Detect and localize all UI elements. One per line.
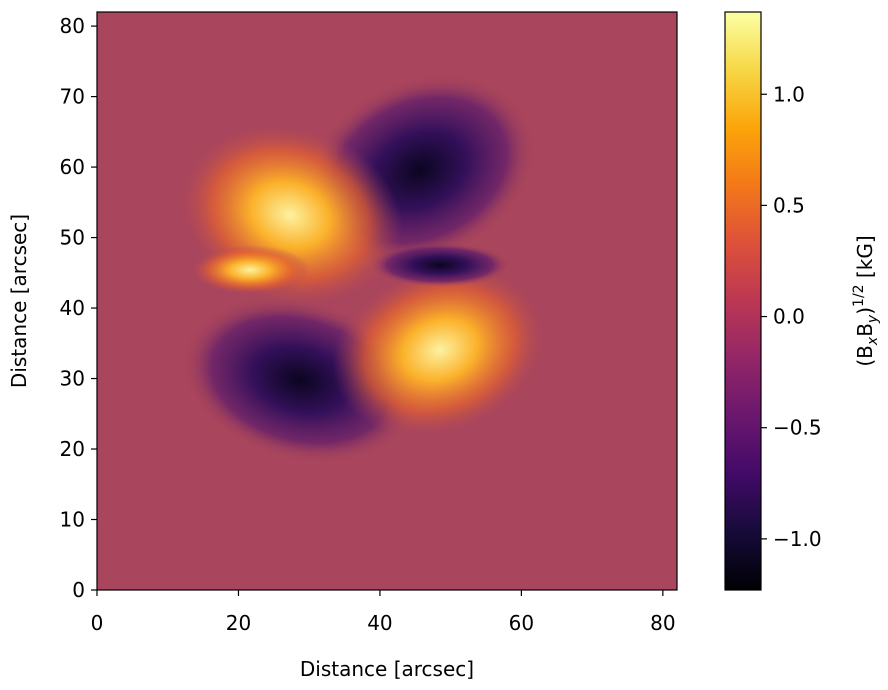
y-tick-label: 80 [60,14,85,38]
colorbar-tick-label: −0.5 [773,416,822,440]
x-tick-label: 40 [367,611,392,635]
label-part: y [865,314,881,324]
colorbar [724,11,762,591]
colorbar-tick-label: 0.5 [773,193,805,217]
y-tick-label: 0 [72,578,85,602]
label-part: 1/2 [851,284,867,307]
y-tick-label: 40 [60,296,85,320]
label-part: B [853,323,877,337]
y-tick-label: 60 [60,155,85,179]
colorbar-tick-label: −1.0 [773,527,822,551]
y-tick-label: 70 [60,85,85,109]
label-part: ) [853,307,877,315]
plot-frame [96,11,678,591]
x-tick-label: 20 [226,611,251,635]
y-tick-label: 30 [60,367,85,391]
colorbar-label: (BxBy)1/2 [kG] [851,235,881,366]
heatmap-image [97,12,677,590]
y-axis-label: Distance [arcsec] [7,214,31,388]
x-axis-label: Distance [arcsec] [300,657,474,681]
y-tick-label: 50 [60,226,85,250]
y-tick-label: 20 [60,437,85,461]
x-tick-label: 0 [91,611,104,635]
label-part: [kG] [853,235,877,284]
y-tick-label: 10 [60,508,85,532]
label-part: x [865,336,881,346]
colorbar-tick-label: 0.0 [773,305,805,329]
colorbar-tick-label: 1.0 [773,82,805,106]
x-tick-label: 80 [650,611,675,635]
x-tick-label: 60 [509,611,534,635]
label-part: (B [853,345,877,367]
